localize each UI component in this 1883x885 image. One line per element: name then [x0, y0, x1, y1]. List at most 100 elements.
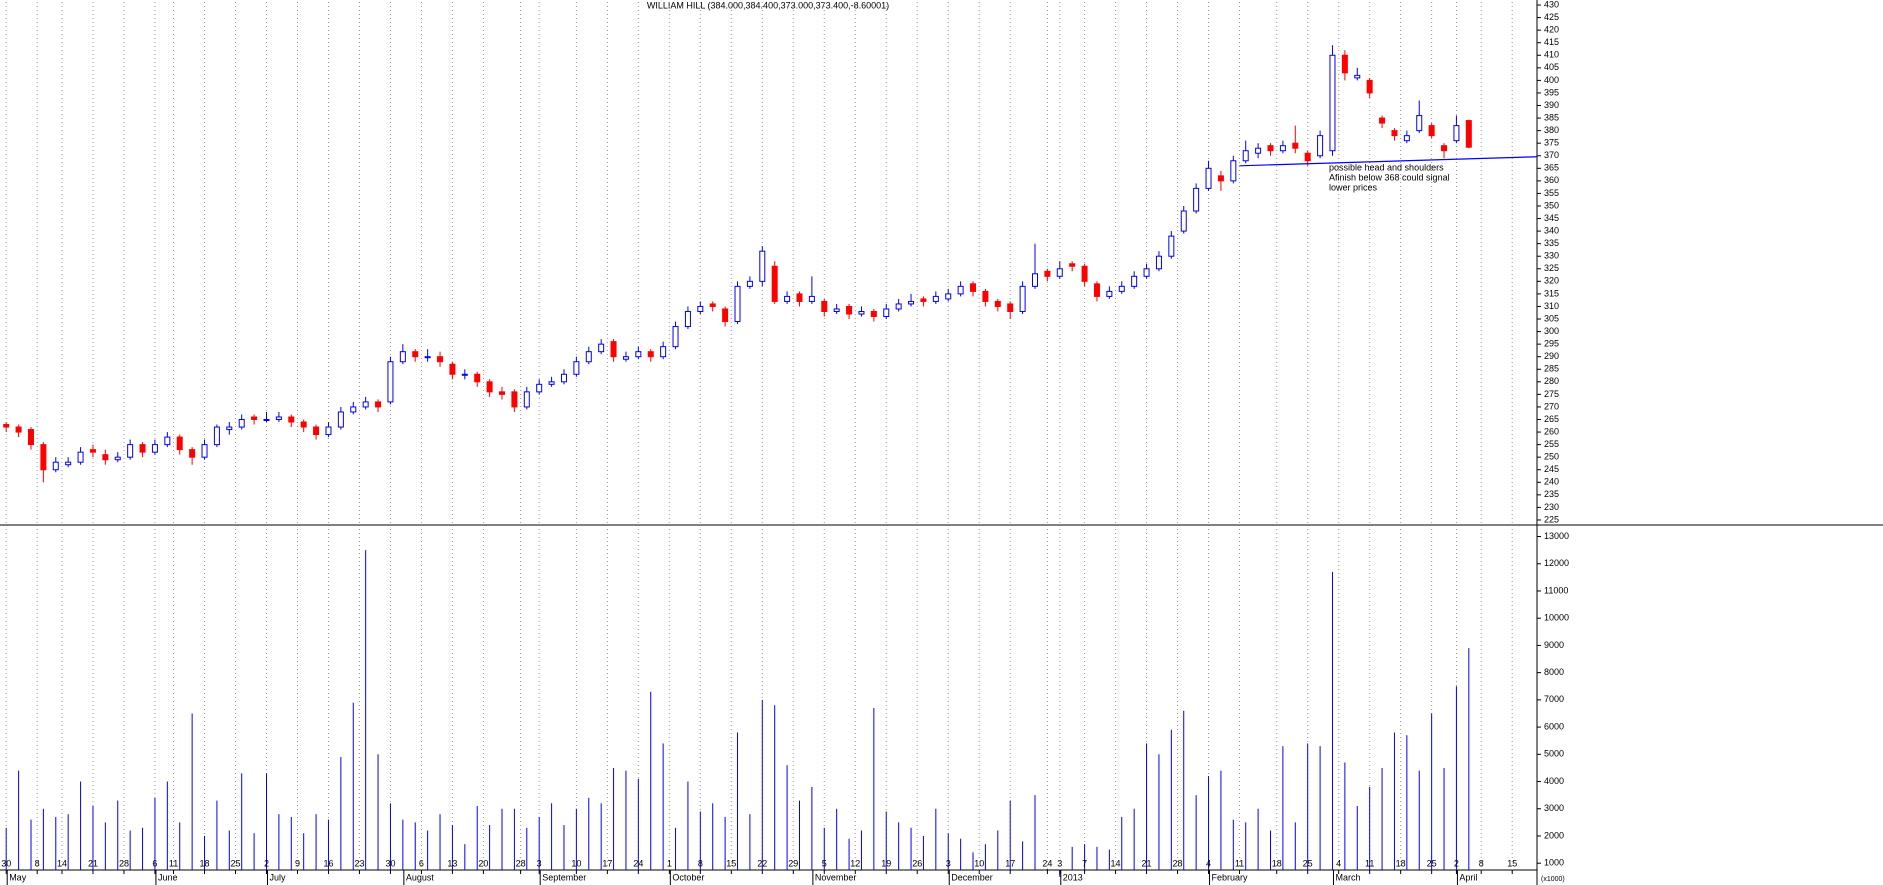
- x-tick-label: 25: [1303, 858, 1313, 868]
- x-tick-label: 12: [850, 858, 860, 868]
- y-tick-label: 10000: [1544, 613, 1569, 623]
- x-tick-label: 26: [912, 858, 922, 868]
- y-tick-label: 310: [1544, 301, 1559, 311]
- y-tick-label: 330: [1544, 251, 1559, 261]
- candle-body: [598, 343, 605, 353]
- month-label: November: [815, 872, 857, 882]
- y-tick-label: 395: [1544, 87, 1559, 97]
- month-label: August: [406, 872, 435, 882]
- y-tick-label: 380: [1544, 125, 1559, 135]
- candle-body: [189, 449, 196, 458]
- candle-body: [573, 361, 580, 375]
- y-tick-label: 305: [1544, 313, 1559, 323]
- candle-body: [1044, 270, 1051, 277]
- y-tick-label: 285: [1544, 364, 1559, 374]
- candle-body: [833, 308, 840, 312]
- y-tick-label: 7000: [1544, 694, 1564, 704]
- y-tick-label: 225: [1544, 514, 1559, 524]
- y-tick-label: 2000: [1544, 830, 1564, 840]
- candle-body: [77, 451, 84, 463]
- y-tick-label: 365: [1544, 163, 1559, 173]
- candle-body: [102, 454, 109, 461]
- candle-body: [40, 444, 47, 471]
- month-label: December: [951, 872, 993, 882]
- candle-body: [1317, 135, 1324, 157]
- x-tick-label: 15: [1507, 858, 1517, 868]
- candle-body: [610, 341, 617, 358]
- candle-body: [511, 391, 518, 408]
- candle-body: [771, 265, 778, 302]
- candle-body: [201, 444, 208, 458]
- candle-body: [151, 444, 158, 453]
- x-tick-label: 18: [200, 858, 210, 868]
- month-label: October: [672, 872, 704, 882]
- candle-body: [1279, 145, 1286, 152]
- candle-body: [920, 298, 927, 302]
- annotation: lower prices: [1329, 182, 1378, 192]
- candle-body: [449, 363, 456, 375]
- volume-unit-label: (x1000): [1541, 876, 1565, 883]
- x-tick-label: 16: [323, 858, 333, 868]
- candle-body: [548, 381, 555, 385]
- y-tick-label: 425: [1544, 12, 1559, 22]
- candle-body: [424, 356, 431, 359]
- candle-body: [870, 310, 877, 318]
- candle-body: [1267, 145, 1274, 152]
- candle-body: [1081, 265, 1088, 282]
- candle-body: [362, 401, 369, 408]
- y-tick-label: 335: [1544, 238, 1559, 248]
- x-tick-label: 3: [537, 858, 542, 868]
- y-tick-label: 290: [1544, 351, 1559, 361]
- x-tick-label: 18: [1396, 858, 1406, 868]
- x-tick-label: 11: [1235, 858, 1244, 868]
- candle-body: [325, 426, 332, 436]
- candle-body: [313, 426, 320, 436]
- y-tick-label: 405: [1544, 62, 1559, 72]
- y-tick-label: 420: [1544, 25, 1559, 35]
- candle-body: [1453, 125, 1460, 142]
- y-tick-label: 13000: [1544, 531, 1569, 541]
- candle-body: [734, 285, 741, 323]
- candle-body: [796, 293, 803, 302]
- candle-body: [1031, 273, 1038, 287]
- y-tick-label: 355: [1544, 188, 1559, 198]
- candle-body: [585, 351, 592, 363]
- x-tick-label: 18: [1272, 858, 1282, 868]
- candle-body: [337, 411, 344, 428]
- candle-body: [139, 444, 146, 453]
- candle-body: [1416, 115, 1423, 132]
- candle-body: [1441, 145, 1448, 152]
- x-tick-label: 3: [946, 858, 951, 868]
- x-tick-label: 24: [1042, 858, 1052, 868]
- candle-body: [437, 356, 444, 363]
- candle-body: [1019, 285, 1026, 312]
- candle-body: [176, 436, 183, 451]
- candle-body: [387, 361, 394, 403]
- candle-body: [1168, 235, 1175, 257]
- candle-body: [461, 373, 468, 376]
- month-label: September: [542, 872, 586, 882]
- y-tick-label: 280: [1544, 376, 1559, 386]
- month-label: May: [9, 872, 27, 882]
- candle-body: [1341, 54, 1348, 74]
- y-tick-label: 300: [1544, 326, 1559, 336]
- x-tick-label: 2: [1454, 858, 1459, 868]
- x-tick-label: 10: [974, 858, 984, 868]
- x-tick-label: 8: [1479, 858, 1484, 868]
- candle-body: [560, 373, 567, 383]
- candle-body: [1118, 285, 1125, 292]
- candle-body: [1403, 135, 1410, 142]
- x-tick-label: 10: [571, 858, 581, 868]
- y-tick-label: 320: [1544, 276, 1559, 286]
- candle-body: [759, 250, 766, 282]
- candle-body: [660, 346, 667, 358]
- candle-body: [523, 391, 530, 408]
- candle-body: [3, 424, 10, 428]
- y-tick-label: 235: [1544, 489, 1559, 499]
- candle-body: [1155, 255, 1162, 270]
- x-tick-label: 28: [119, 858, 129, 868]
- x-tick-label: 21: [1142, 858, 1152, 868]
- x-tick-label: 30: [385, 858, 395, 868]
